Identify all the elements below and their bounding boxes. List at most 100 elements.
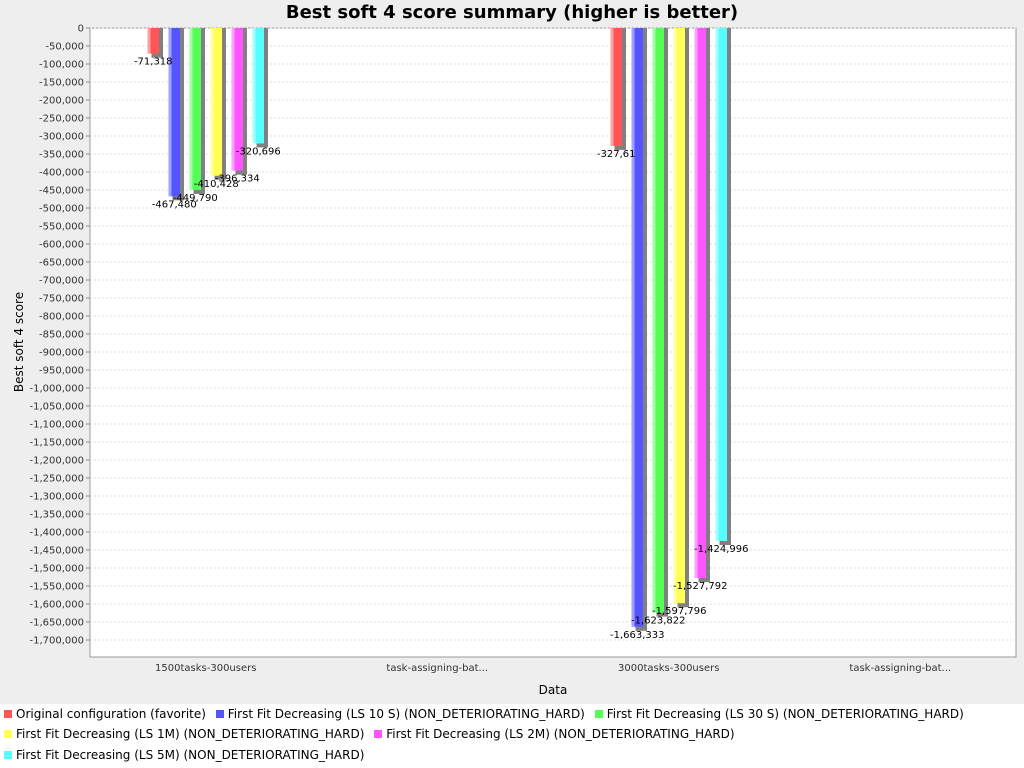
legend-item: First Fit Decreasing (LS 30 S) (NON_DETE… [594,704,964,724]
legend-label: First Fit Decreasing (LS 2M) (NON_DETERI… [386,727,735,741]
y-tick-label: -1,100,000 [29,420,84,431]
y-tick-label: -250,000 [39,114,84,125]
legend-row: Original configuration (favorite) First … [4,704,970,724]
data-label: -1,424,996 [694,544,749,555]
y-axis-ticks: 0 -50,000 -100,000 -150,000 -200,000 -250,000… [29,24,90,647]
y-tick-label: -700,000 [39,276,84,287]
bar [715,28,727,541]
bar-highlight [189,28,193,190]
y-tick-label: -1,150,000 [29,438,84,449]
y-tick-label: -950,000 [39,366,84,377]
legend-item: Original configuration (favorite) [4,704,206,724]
y-tick-label: -300,000 [39,132,84,143]
y-tick-label: -1,550,000 [29,582,84,593]
bar [231,28,243,171]
y-tick-label: -450,000 [39,186,84,197]
bar-highlight [231,28,235,171]
bar-highlight [168,28,172,197]
x-tick-label: task-assigning-bat... [849,663,951,674]
x-tick-label: 3000tasks-300users [618,663,719,674]
data-label: -449,790 [173,193,218,204]
legend-item: First Fit Decreasing (LS 10 S) (NON_DETE… [215,704,585,724]
bar [168,28,180,197]
data-label: -71,318 [134,57,173,68]
bar [652,28,664,613]
y-tick-label: -50,000 [45,42,84,53]
data-label: -467,480 [152,199,197,210]
data-label: -1,623,822 [631,616,686,627]
x-axis-label: Data [539,683,568,697]
y-tick-label: -1,000,000 [29,384,84,395]
bar-highlight [694,28,698,579]
legend-label: First Fit Decreasing (LS 1M) (NON_DETERI… [16,727,365,741]
bar [252,28,264,144]
y-tick-label: -600,000 [39,240,84,251]
legend-row: First Fit Decreasing (LS 5M) (NON_DETERI… [4,745,370,765]
legend-swatch [4,710,12,718]
legend-swatch [4,751,12,759]
y-tick-label: -900,000 [39,348,84,359]
bar-highlight [610,28,614,146]
y-tick-label: -650,000 [39,258,84,269]
legend: Original configuration (favorite) First … [0,704,1024,768]
data-label: -320,696 [236,146,281,157]
bar [673,28,685,604]
y-tick-label: -1,050,000 [29,402,84,413]
legend-swatch [215,710,224,718]
y-tick-label: -350,000 [39,150,84,161]
y-tick-label: -500,000 [39,204,84,215]
y-tick-label: -850,000 [39,330,84,341]
legend-swatch [374,730,383,738]
y-tick-label: -1,250,000 [29,474,84,485]
data-label: -1,527,792 [673,581,728,592]
bar-highlight [210,28,214,176]
y-tick-label: -1,700,000 [29,636,84,647]
y-tick-label: -1,300,000 [29,492,84,503]
legend-label: First Fit Decreasing (LS 30 S) (NON_DETE… [606,707,964,721]
plot-area [89,27,1017,658]
y-tick-label: 0 [78,24,84,35]
bars [147,28,731,631]
legend-swatch [4,730,12,738]
y-tick-label: -1,450,000 [29,546,84,557]
legend-item: First Fit Decreasing (LS 5M) (NON_DETERI… [4,745,364,765]
bar [631,28,643,627]
legend-item: First Fit Decreasing (LS 1M) (NON_DETERI… [4,724,364,744]
bar-highlight [631,28,635,627]
x-axis-ticks: 1500tasks-300users task-assigning-bat... 3… [155,663,951,674]
bar-highlight [673,28,677,604]
legend-item: First Fit Decreasing (LS 2M) (NON_DETERI… [374,724,735,744]
y-tick-label: -1,350,000 [29,510,84,521]
y-tick-label: -1,400,000 [29,528,84,539]
bar [694,28,706,579]
legend-label: First Fit Decreasing (LS 5M) (NON_DETERI… [16,748,365,762]
bar-highlight [252,28,256,144]
data-label: -327,61 [597,149,636,160]
chart-title: Best soft 4 score summary (higher is bet… [286,2,738,23]
x-tick-label: 1500tasks-300users [155,663,256,674]
bar-highlight [652,28,656,613]
y-tick-label: -1,600,000 [29,600,84,611]
y-tick-label: -550,000 [39,222,84,233]
y-tick-label: -800,000 [39,312,84,323]
bar [210,28,222,176]
legend-label: First Fit Decreasing (LS 10 S) (NON_DETE… [227,707,585,721]
data-label: -396,334 [215,174,260,185]
legend-label: Original configuration (favorite) [16,707,206,721]
y-tick-label: -100,000 [39,60,84,71]
bar-highlight [147,28,151,54]
y-tick-label: -200,000 [39,96,84,107]
bar [147,28,159,54]
data-label: -1,597,796 [652,606,707,617]
y-axis-label: Best soft 4 score [12,292,26,392]
bar-highlight [715,28,719,541]
legend-swatch [594,710,603,718]
data-label: -410,428 [194,179,239,190]
data-label: -1,663,333 [610,630,665,641]
y-tick-label: -1,650,000 [29,618,84,629]
y-tick-label: -400,000 [39,168,84,179]
bar [189,28,201,190]
y-tick-label: -1,200,000 [29,456,84,467]
x-tick-label: task-assigning-bat... [386,663,488,674]
chart-area: Best soft 4 score summary (higher is bet… [12,2,1017,697]
